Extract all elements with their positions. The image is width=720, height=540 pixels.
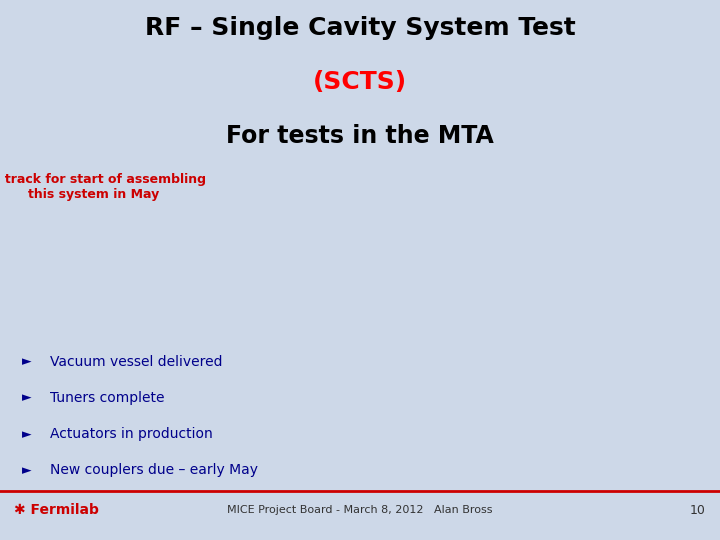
- Text: New couplers due – early May: New couplers due – early May: [50, 463, 258, 477]
- Text: 10: 10: [690, 504, 706, 517]
- Text: Vacuum vessel delivered: Vacuum vessel delivered: [50, 355, 223, 369]
- Text: Actuators in production: Actuators in production: [50, 427, 213, 441]
- Text: MICE Project Board - March 8, 2012   Alan Bross: MICE Project Board - March 8, 2012 Alan …: [228, 505, 492, 515]
- Text: ►: ►: [22, 464, 31, 477]
- Text: For tests in the MTA: For tests in the MTA: [226, 124, 494, 148]
- Text: (SCTS): (SCTS): [313, 70, 407, 94]
- Text: ►: ►: [22, 355, 31, 368]
- Text: ✱ Fermilab: ✱ Fermilab: [14, 503, 99, 517]
- Text: Tuners complete: Tuners complete: [50, 391, 165, 405]
- Text: ►: ►: [22, 428, 31, 441]
- Text: ►: ►: [22, 392, 31, 404]
- Text: RF – Single Cavity System Test: RF – Single Cavity System Test: [145, 16, 575, 40]
- Text: On track for start of assembling
this system in May: On track for start of assembling this sy…: [0, 173, 206, 201]
